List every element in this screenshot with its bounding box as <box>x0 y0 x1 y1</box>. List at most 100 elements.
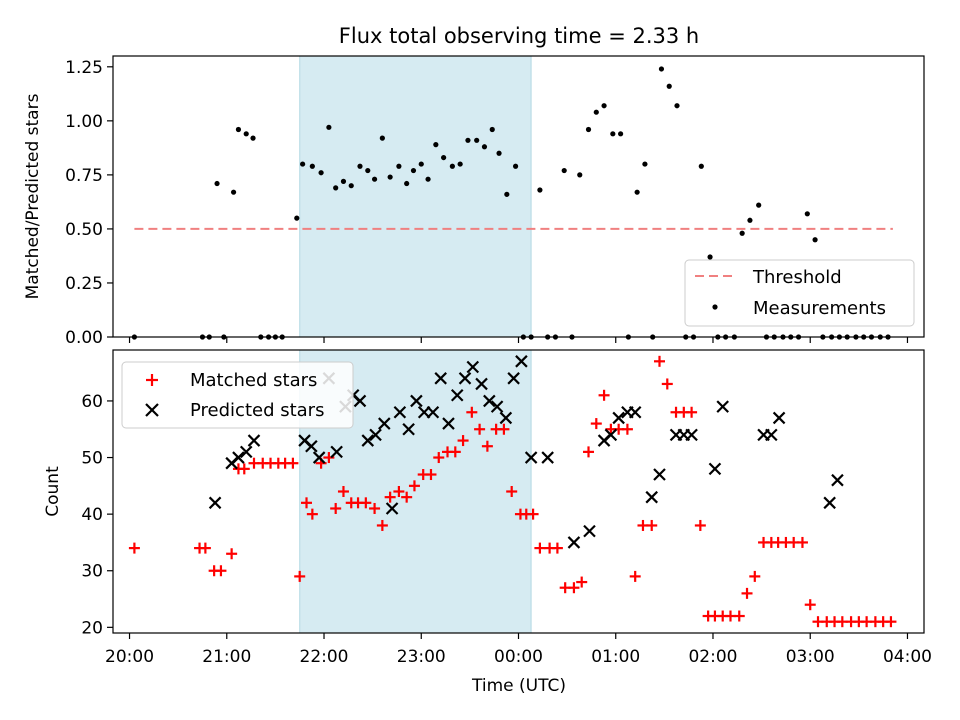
matched-star-point <box>481 440 493 452</box>
predicted-star-point <box>628 405 642 419</box>
measurement-point <box>747 217 753 223</box>
predicted-star-point <box>823 496 836 510</box>
matched-star-point <box>686 406 698 418</box>
matched-star-point <box>583 446 595 458</box>
top-plot-frame <box>112 55 925 338</box>
matched-star-point <box>238 463 250 475</box>
measurement-point <box>512 163 519 169</box>
top-y-tick-label: 0.50 <box>65 220 103 240</box>
legend-matched-swatch <box>146 374 158 386</box>
predicted-star-point <box>831 473 844 487</box>
bottom-plot-panel: 20 30 40 50 60 20:00 21:00 22:00 23:00 00:00 01:0… <box>43 349 932 696</box>
measurement-point <box>812 237 818 243</box>
predicted-star-point <box>708 462 722 476</box>
predicted-star-point <box>541 451 554 464</box>
predicted-star-point <box>353 394 367 408</box>
bottom-y-tick-label: 60 <box>81 392 103 412</box>
measurement-point <box>457 161 463 167</box>
matched-star-point <box>301 497 313 509</box>
predicted-star-point <box>239 445 253 459</box>
matched-star-point <box>360 497 372 509</box>
predicted-star-point <box>645 490 658 504</box>
bottom-y-tick-label: 30 <box>81 562 103 582</box>
measurement-point <box>433 142 439 148</box>
bottom-y-tick-label: 40 <box>81 505 103 525</box>
matched-star-point <box>457 435 469 447</box>
measurement-point <box>804 211 810 217</box>
top-y-tick-label: 0.75 <box>65 166 103 186</box>
matched-stars-points <box>128 355 897 628</box>
top-y-tick-label: 1.25 <box>65 58 103 78</box>
matched-star-point <box>215 565 227 577</box>
x-tick-label: 20:00 <box>105 647 154 667</box>
measurement-point <box>235 126 242 133</box>
measurement-point <box>357 163 363 169</box>
x-tick-label: 04:00 <box>883 647 932 667</box>
legend-predicted-swatch <box>145 403 159 417</box>
matched-star-point <box>576 576 588 588</box>
measurement-point <box>618 131 624 137</box>
matched-star-point <box>749 570 761 582</box>
matched-star-point <box>527 508 539 520</box>
measurement-point <box>756 202 762 208</box>
measurement-point <box>496 150 502 156</box>
predicted-star-point <box>524 451 538 464</box>
measurement-point <box>441 154 447 161</box>
predicted-star-point <box>434 372 447 385</box>
predicted-star-point <box>378 417 391 430</box>
matched-star-point <box>199 542 211 554</box>
measurement-point <box>404 180 410 187</box>
observing-window-shade <box>299 55 532 338</box>
predicted-star-point <box>385 502 399 515</box>
measurement-point <box>340 178 347 184</box>
matched-star-point <box>629 570 641 582</box>
matched-star-point <box>474 423 486 435</box>
matched-star-point <box>733 610 745 622</box>
x-tick-label: 22:00 <box>300 647 349 667</box>
matched-star-point <box>654 355 666 367</box>
predicted-star-point <box>393 405 407 419</box>
measurement-point <box>379 135 385 141</box>
measurement-point <box>365 167 371 174</box>
x-tick-label: 01:00 <box>591 647 640 667</box>
matched-star-point <box>337 486 349 497</box>
measurement-point <box>425 176 431 182</box>
matched-star-point <box>425 469 437 481</box>
matched-star-point <box>885 616 897 628</box>
top-y-tick-label: 0.00 <box>65 328 103 348</box>
predicted-star-point <box>685 428 698 442</box>
measurement-point <box>634 189 640 195</box>
matched-star-point <box>306 508 318 520</box>
bottom-y-tick-label: 20 <box>81 618 103 638</box>
predicted-star-point <box>772 411 786 425</box>
predicted-star-point <box>653 468 666 481</box>
matched-star-point <box>466 406 478 418</box>
matched-star-point <box>646 519 658 531</box>
matched-star-point <box>568 582 580 594</box>
measurement-point <box>642 161 648 167</box>
matched-star-point <box>226 548 238 560</box>
predicted-star-point <box>583 524 596 538</box>
top-y-axis-label: Matched/Predicted stars <box>23 93 43 299</box>
predicted-star-point <box>312 451 326 464</box>
predicted-star-point <box>330 445 343 459</box>
matched-star-point <box>590 418 602 430</box>
predicted-star-point <box>450 389 464 402</box>
matched-star-point <box>384 491 396 503</box>
measurement-point <box>601 103 607 109</box>
measurement-point <box>674 103 680 109</box>
predicted-star-point <box>499 411 513 425</box>
predicted-star-point <box>567 536 581 549</box>
bottom-legend: Matched stars Predicted stars <box>121 361 354 429</box>
legend-measurements-swatch <box>712 304 718 310</box>
measurement-point <box>577 172 583 178</box>
matched-star-point <box>330 502 342 514</box>
matched-star-point <box>796 536 808 548</box>
predicted-star-point <box>247 434 261 447</box>
matched-star-point <box>128 542 140 554</box>
matched-star-point <box>621 423 633 435</box>
top-y-axis: 0.00 0.25 0.50 0.75 1.00 1.25 <box>65 58 113 348</box>
predicted-star-point <box>604 428 618 442</box>
chart-title: Flux total observing time = 2.33 h <box>339 24 699 48</box>
measurement-point <box>371 176 378 182</box>
